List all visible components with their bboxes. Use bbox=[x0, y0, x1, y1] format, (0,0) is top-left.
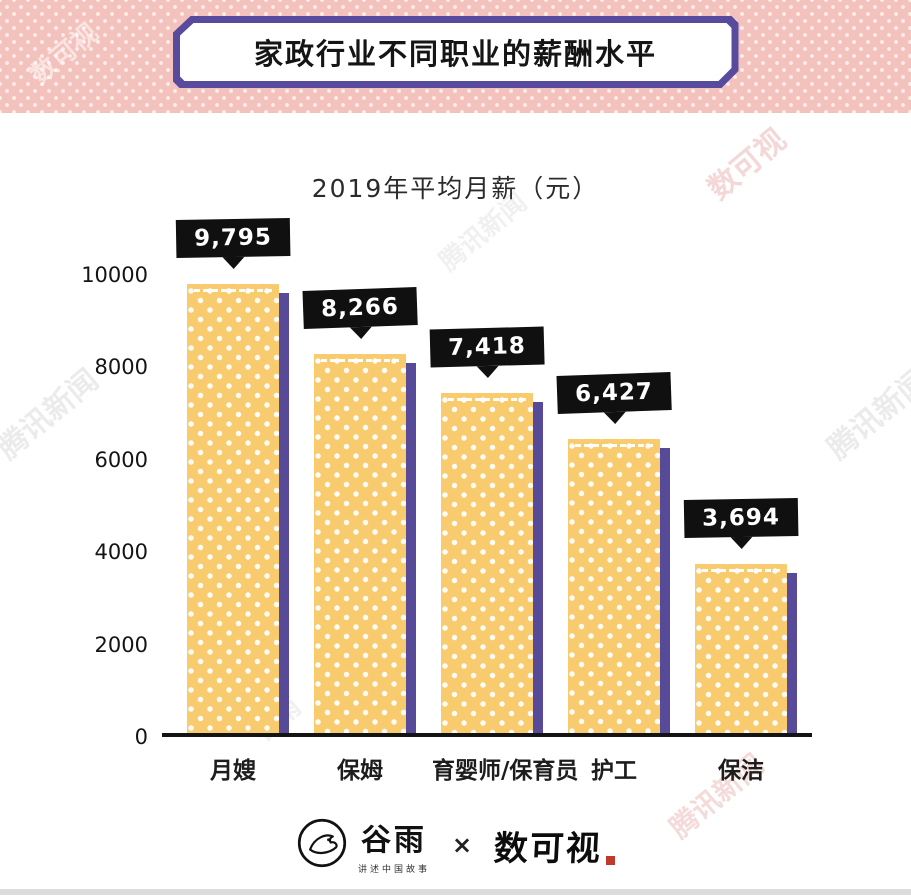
bar-slot: 3,694 bbox=[683, 275, 799, 734]
chart-subtitle: 2019年平均月薪（元） bbox=[311, 174, 600, 203]
multiply-icon: × bbox=[451, 831, 473, 859]
plot-area: 10000 8000 6000 4000 2000 0 9,795 8,266 bbox=[81, 218, 812, 749]
bottom-edge bbox=[0, 889, 911, 895]
guyu-wordmark: 谷雨 讲述中国故事 bbox=[358, 815, 430, 875]
y-tick-label: 4000 bbox=[94, 540, 148, 565]
x-label: 护工 bbox=[591, 758, 637, 784]
guyu-tagline: 讲述中国故事 bbox=[357, 865, 430, 875]
shukeshi-brand: 数可视 bbox=[492, 821, 616, 870]
plot: 9,795 8,266 7,418 6,427 bbox=[162, 218, 812, 737]
watermark: 腾讯新闻 bbox=[0, 362, 106, 467]
x-axis-labels: 月嫂 保姆 育婴师/保育员 护工 保洁 bbox=[162, 751, 812, 785]
bar-slot: 8,266 bbox=[302, 275, 418, 733]
bar: 3,694 bbox=[683, 497, 799, 734]
watermark: 数可视 bbox=[25, 17, 105, 91]
guyu-brand: 谷雨 讲述中国故事 bbox=[296, 815, 430, 875]
bar-chart: 10000 8000 6000 4000 2000 0 9,795 8,266 bbox=[81, 218, 812, 785]
value-tag: 6,427 bbox=[556, 371, 672, 414]
bar: 7,418 bbox=[429, 326, 545, 733]
footer: 谷雨 讲述中国故事 × 数可视 bbox=[0, 815, 911, 875]
value-tag: 3,694 bbox=[683, 497, 799, 538]
bar-slot: 9,795 bbox=[175, 218, 291, 733]
title-box: 家政行业不同职业的薪酬水平 bbox=[173, 16, 739, 88]
y-tick-label: 0 bbox=[134, 725, 148, 749]
bar-slot: 7,418 bbox=[429, 275, 545, 733]
guyu-name: 谷雨 bbox=[360, 823, 427, 858]
value-tag: 9,795 bbox=[175, 218, 291, 259]
page-title: 家政行业不同职业的薪酬水平 bbox=[253, 37, 657, 71]
bar-slot: 6,427 bbox=[556, 275, 672, 734]
value-tag: 8,266 bbox=[302, 287, 418, 330]
x-label: 育婴师/保育员 bbox=[432, 758, 579, 784]
bar: 9,795 bbox=[175, 218, 291, 733]
bar: 8,266 bbox=[302, 287, 418, 733]
bar: 6,427 bbox=[556, 371, 672, 734]
x-label: 保洁 bbox=[718, 758, 764, 784]
y-tick-label: 10000 bbox=[81, 263, 148, 287]
title-box-inner: 家政行业不同职业的薪酬水平 bbox=[180, 23, 732, 81]
y-tick-label: 8000 bbox=[94, 355, 148, 380]
red-seal-icon bbox=[606, 855, 616, 865]
guyu-logo-icon bbox=[296, 817, 348, 873]
value-tag: 7,418 bbox=[429, 326, 545, 368]
x-label: 保姆 bbox=[337, 758, 383, 784]
y-tick-label: 2000 bbox=[94, 632, 148, 657]
y-tick-label: 6000 bbox=[94, 447, 148, 472]
header-band: 数可视 家政行业不同职业的薪酬水平 bbox=[0, 0, 911, 113]
watermark: 腾讯新闻 bbox=[821, 362, 911, 467]
shukeshi-wordmark: 数可视 bbox=[492, 828, 603, 869]
x-label: 月嫂 bbox=[210, 758, 256, 784]
